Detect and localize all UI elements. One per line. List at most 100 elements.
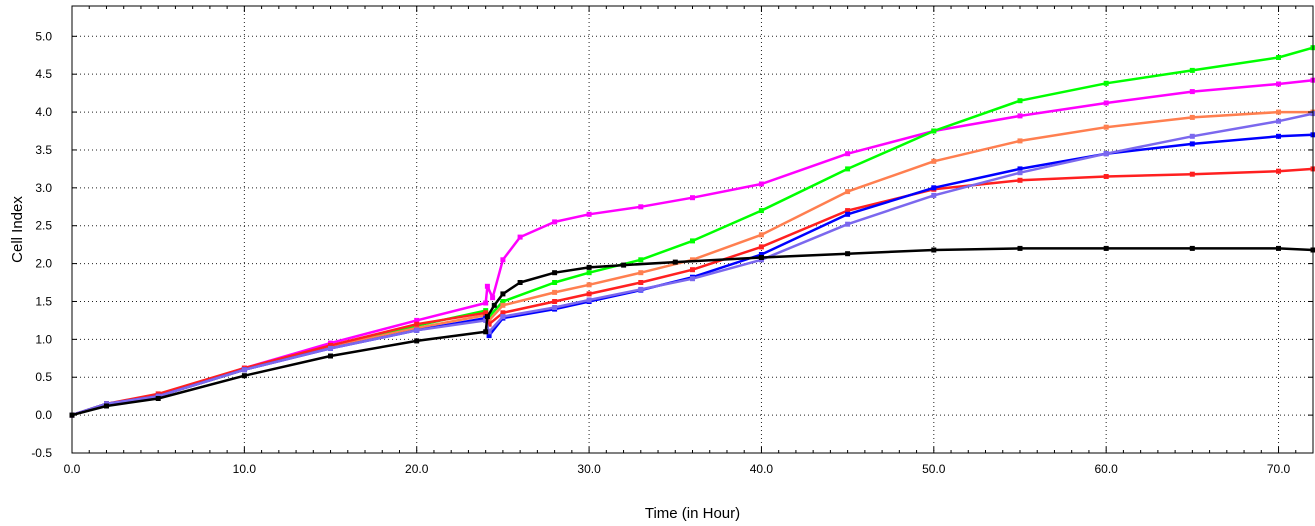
data-point — [1189, 67, 1195, 73]
data-point — [1276, 118, 1281, 124]
y-tick-label: 3.0 — [35, 181, 52, 195]
y-tick-label: 4.0 — [35, 105, 52, 119]
data-point — [690, 257, 695, 263]
data-point — [672, 259, 678, 265]
x-tick-label: 60.0 — [1094, 462, 1118, 476]
data-point — [1276, 109, 1281, 115]
data-point — [500, 314, 506, 320]
data-point — [500, 302, 506, 308]
y-tick-label: 0.5 — [35, 370, 52, 384]
y-tick-labels: -0.5 0.0 0.5 1.0 1.5 2.0 2.5 3.0 3.5 4.0 4.5 5.0 — [31, 29, 52, 460]
data-point — [414, 327, 420, 333]
x-axis-label: Time (in Hour) — [645, 505, 740, 522]
data-point — [1276, 245, 1281, 251]
data-point — [690, 238, 695, 244]
x-tick-label: 40.0 — [750, 462, 774, 476]
x-tick-label: 30.0 — [577, 462, 601, 476]
y-axis-label: Cell Index — [9, 196, 26, 263]
data-point — [552, 305, 558, 310]
y-tick-label: 4.5 — [35, 67, 52, 81]
data-point — [1189, 133, 1195, 139]
data-point — [931, 185, 937, 191]
data-point — [1189, 245, 1195, 251]
data-point — [638, 257, 644, 263]
y-tick-label: 1.5 — [35, 294, 52, 308]
data-point — [690, 195, 695, 201]
data-point — [690, 267, 695, 273]
x-tick-label: 0.0 — [64, 462, 81, 476]
data-point — [328, 353, 333, 359]
data-point — [1189, 89, 1195, 95]
y-tick-label: 2.5 — [35, 219, 52, 233]
data-point — [517, 234, 523, 240]
data-point — [1189, 114, 1195, 120]
data-point — [483, 329, 489, 335]
data-point — [517, 280, 523, 285]
x-tick-label: 70.0 — [1267, 462, 1291, 476]
x-tick-label: 50.0 — [922, 462, 946, 476]
data-point — [690, 276, 695, 282]
data-point — [1103, 124, 1109, 130]
data-point — [500, 257, 506, 263]
data-point — [845, 251, 851, 257]
data-point — [1276, 55, 1281, 60]
data-point — [484, 283, 490, 289]
data-point — [758, 208, 764, 214]
data-point — [758, 232, 764, 238]
data-point — [490, 295, 496, 301]
data-point — [491, 302, 497, 308]
data-point — [486, 333, 492, 339]
data-point — [758, 252, 764, 257]
data-point — [1189, 141, 1195, 147]
data-point — [1276, 168, 1281, 174]
data-point — [638, 280, 644, 285]
data-point — [483, 300, 489, 306]
data-point — [1189, 171, 1195, 177]
data-point — [586, 264, 592, 270]
data-point — [638, 270, 644, 276]
data-point — [586, 211, 592, 217]
data-point — [1017, 245, 1023, 251]
data-point — [414, 321, 420, 327]
data-point — [931, 158, 937, 164]
y-tick-label: 5.0 — [35, 29, 52, 43]
y-tick-label: 1.0 — [35, 332, 52, 346]
data-point — [586, 282, 592, 288]
data-point — [155, 396, 161, 401]
data-point — [586, 270, 592, 276]
y-tick-label: 2.0 — [35, 257, 52, 271]
data-point — [104, 403, 109, 409]
data-point — [1017, 98, 1023, 104]
data-point — [500, 299, 506, 304]
data-point — [552, 289, 558, 295]
data-point — [328, 342, 333, 348]
data-point — [552, 280, 558, 285]
y-tick-label: 3.5 — [35, 143, 52, 157]
x-tick-label: 20.0 — [405, 462, 429, 476]
data-point — [845, 189, 851, 195]
data-point — [586, 297, 592, 303]
data-point — [845, 221, 851, 227]
data-point — [500, 291, 506, 297]
data-point — [1017, 138, 1023, 144]
data-point — [845, 211, 851, 217]
frame-tick-marks — [71, 6, 1314, 454]
data-point — [758, 244, 764, 250]
data-point — [1103, 174, 1109, 179]
x-tick-labels: 0.0 10.0 20.0 30.0 40.0 50.0 60.0 70.0 — [64, 462, 1291, 476]
data-point — [638, 286, 644, 292]
data-point — [586, 291, 592, 297]
data-point — [845, 151, 851, 157]
data-point — [1017, 113, 1023, 119]
data-point — [414, 338, 420, 344]
data-point — [486, 321, 492, 327]
data-point — [484, 314, 490, 320]
data-point — [638, 204, 644, 210]
data-point — [1017, 170, 1023, 176]
data-point — [1103, 80, 1109, 86]
data-point — [1017, 166, 1023, 172]
data-point — [552, 299, 558, 304]
data-point — [845, 166, 851, 172]
series-7 — [69, 245, 1315, 418]
data-point — [931, 247, 937, 253]
